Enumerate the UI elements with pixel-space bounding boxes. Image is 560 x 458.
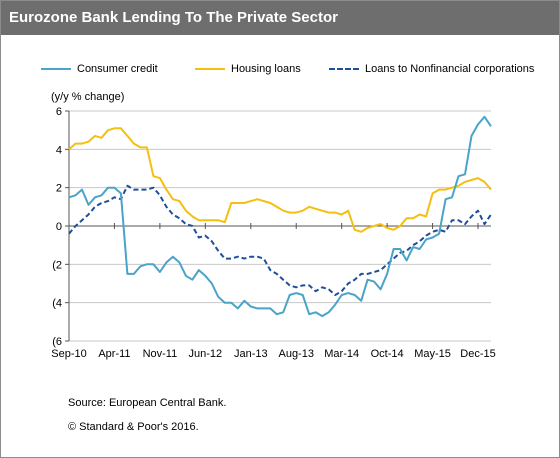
source-note: Source: European Central Bank. <box>68 397 227 409</box>
y-axis-label: (y/y % change) <box>51 91 125 103</box>
y-tick-label: (2 <box>52 259 62 271</box>
legend-label-consumer-credit: Consumer credit <box>77 63 158 75</box>
legend-swatch-nonfinancial-corporations <box>329 68 359 70</box>
x-tick-label: Apr-11 <box>98 348 130 360</box>
title-bar: Eurozone Bank Lending To The Private Sec… <box>1 1 559 35</box>
legend-label-housing-loans: Housing loans <box>231 63 301 75</box>
x-tick-label: Sep-10 <box>51 348 86 360</box>
y-tick-label: 2 <box>56 183 62 195</box>
x-tick-label: Aug-13 <box>278 348 313 360</box>
series-line-loans-to-nonfinancial-corporations <box>68 184 492 296</box>
y-tick-label: 4 <box>56 144 62 156</box>
legend-item-consumer-credit: Consumer credit <box>41 61 158 77</box>
y-tick-label: 6 <box>56 106 62 118</box>
y-tick-label: (4 <box>52 298 62 310</box>
series-line-consumer-credit <box>68 115 492 318</box>
y-tick-label: (6 <box>52 336 62 348</box>
x-tick-label: Oct-14 <box>371 348 404 360</box>
y-tick-label: 0 <box>56 221 62 233</box>
x-tick-label: Mar-14 <box>324 348 359 360</box>
x-tick-label: Jun-12 <box>189 348 223 360</box>
x-tick-label: May-15 <box>414 348 451 360</box>
x-tick-label: Dec-15 <box>460 348 495 360</box>
legend-swatch-consumer-credit <box>41 68 71 70</box>
legend-label-nonfinancial-corporations: Loans to Nonfinancial corporations <box>365 63 535 75</box>
legend-item-nonfinancial-corporations: Loans to Nonfinancial corporations <box>329 61 534 77</box>
legend-item-housing-loans: Housing loans <box>195 61 301 77</box>
series-line-housing-loans <box>68 127 492 233</box>
chart-title: Eurozone Bank Lending To The Private Sec… <box>9 9 338 26</box>
x-tick-label: Nov-11 <box>143 348 178 360</box>
copyright-note: © Standard & Poor's 2016. <box>68 421 199 433</box>
legend-swatch-housing-loans <box>195 68 225 70</box>
x-tick-label: Jan-13 <box>234 348 268 360</box>
